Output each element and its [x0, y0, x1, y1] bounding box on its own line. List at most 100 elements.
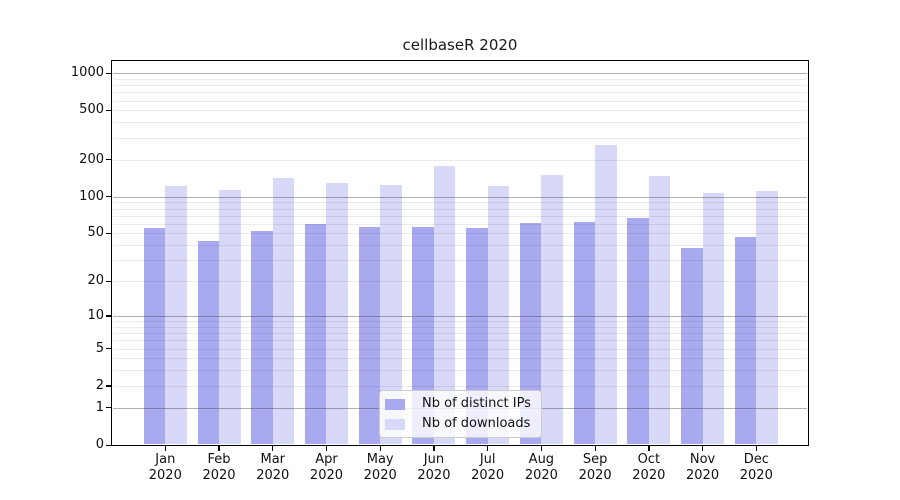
- x-tick-year: 2020: [632, 468, 666, 483]
- x-tick-month: Oct: [637, 452, 661, 467]
- x-tick-year: 2020: [524, 468, 558, 483]
- bar-ips-nov: [681, 247, 703, 445]
- bar-ips-jan: [143, 228, 166, 445]
- x-tick-mark: [379, 446, 381, 451]
- x-tick-year: 2020: [148, 468, 182, 483]
- x-tick-year: 2020: [686, 468, 720, 483]
- x-tick-month: Aug: [528, 452, 555, 467]
- x-tick-month: Sep: [582, 452, 608, 467]
- x-tick-month: Jul: [479, 452, 496, 467]
- bar-downloads-aug: [541, 174, 563, 445]
- x-tick-label-dec: Dec 2020: [726, 452, 786, 484]
- bar-downloads-jun: [433, 166, 456, 445]
- gridline-minor: [113, 208, 807, 210]
- gridline-major: [113, 315, 807, 317]
- x-tick-mark: [487, 446, 489, 451]
- bar-downloads-oct: [648, 175, 671, 445]
- x-tick-year: 2020: [309, 468, 344, 483]
- x-tick-label-jan: Jan 2020: [135, 452, 195, 484]
- bar-downloads-jul: [487, 186, 510, 445]
- legend-swatch-icon: [385, 418, 405, 430]
- x-tick-year: 2020: [417, 468, 451, 483]
- gridline-minor: [113, 92, 807, 94]
- gridline-minor: [113, 110, 807, 112]
- x-tick-label-sep: Sep 2020: [565, 452, 625, 484]
- y-tick-label: 200: [79, 151, 104, 167]
- y-tick-mark: [106, 196, 111, 198]
- y-tick-label: 5: [95, 340, 104, 356]
- x-tick-mark: [648, 446, 650, 451]
- x-tick-label-mar: Mar 2020: [243, 452, 303, 484]
- x-tick-year: 2020: [739, 468, 773, 483]
- bar-downloads-mar: [272, 177, 295, 445]
- bar-ips-feb: [197, 241, 220, 445]
- x-tick-month: Jan: [155, 452, 176, 467]
- gridline-minor: [113, 370, 807, 372]
- gridline-minor: [113, 85, 807, 87]
- y-tick-mark: [106, 385, 111, 387]
- gridline-minor: [113, 333, 807, 335]
- x-tick-mark: [272, 446, 274, 451]
- bar-downloads-jan: [165, 186, 187, 445]
- gridline-minor: [113, 100, 807, 102]
- x-tick-mark: [755, 446, 757, 451]
- x-tick-year: 2020: [471, 468, 505, 483]
- y-tick-label: 1: [95, 399, 104, 415]
- y-tick-label: 1000: [70, 65, 104, 81]
- x-tick-label-apr: Apr 2020: [296, 452, 356, 484]
- x-tick-mark: [218, 446, 220, 451]
- x-tick-month: Apr: [315, 452, 338, 467]
- bar-ips-may: [358, 226, 381, 445]
- x-tick-mark: [325, 446, 328, 451]
- x-tick-label-jul: Jul 2020: [458, 452, 518, 484]
- gridline-minor: [113, 245, 807, 247]
- bar-downloads-feb: [219, 190, 241, 445]
- x-tick-year: 2020: [256, 468, 290, 483]
- bar-ips-apr: [304, 223, 327, 445]
- legend-label: Nb of downloads: [422, 416, 531, 431]
- bar-ips-oct: [627, 217, 649, 445]
- x-tick-year: 2020: [578, 468, 612, 483]
- gridline-minor: [113, 358, 807, 360]
- x-tick-label-feb: Feb 2020: [189, 452, 249, 484]
- y-tick-mark: [106, 348, 111, 350]
- gridline-minor: [113, 385, 807, 387]
- y-tick-mark: [106, 280, 111, 282]
- x-tick-month: Nov: [689, 452, 716, 467]
- gridline-minor: [113, 340, 807, 342]
- y-tick-mark: [106, 232, 111, 235]
- x-tick-label-oct: Oct 2020: [619, 452, 679, 484]
- x-tick-mark: [164, 446, 166, 451]
- gridline-major: [113, 196, 807, 198]
- gridline-minor: [113, 215, 807, 217]
- gridline-minor: [113, 321, 807, 323]
- bar-ips-mar: [251, 231, 273, 445]
- x-tick-month: Jun: [423, 452, 445, 467]
- x-tick-mark: [594, 446, 596, 451]
- y-tick-mark: [106, 72, 111, 75]
- x-tick-year: 2020: [202, 468, 236, 483]
- y-tick-label: 10: [87, 307, 104, 323]
- bar-ips-dec: [734, 236, 757, 445]
- bar-ips-aug: [519, 222, 542, 445]
- bar-downloads-may: [380, 184, 402, 445]
- x-tick-month: Feb: [207, 452, 231, 467]
- y-tick-label: 100: [79, 188, 104, 204]
- y-tick-mark: [106, 444, 111, 446]
- y-tick-label: 20: [87, 273, 104, 289]
- bar-ips-jun: [412, 226, 434, 445]
- bar-downloads-sep: [595, 144, 617, 445]
- gridline-minor: [113, 260, 807, 262]
- x-tick-label-nov: Nov 2020: [673, 452, 733, 484]
- legend-row: Nb of downloads: [385, 415, 531, 433]
- y-tick-label: 500: [79, 102, 104, 118]
- x-tick-month: Mar: [260, 452, 286, 467]
- gridline-minor: [113, 202, 807, 204]
- x-tick-label-aug: Aug 2020: [511, 452, 571, 484]
- x-tick-month: Dec: [743, 452, 769, 467]
- chart-title: cellbaseR 2020: [402, 36, 518, 54]
- gridline-minor: [113, 223, 807, 225]
- y-tick-mark: [106, 159, 111, 161]
- y-tick-mark: [106, 407, 111, 409]
